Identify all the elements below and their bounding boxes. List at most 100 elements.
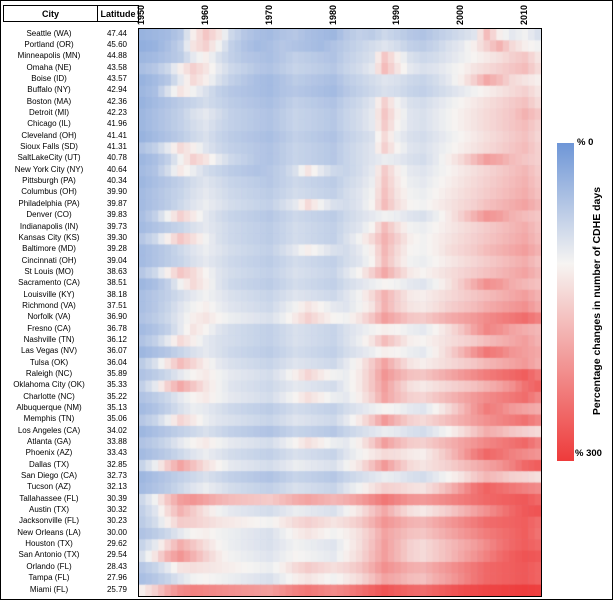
latitude-value: 47.44 xyxy=(106,29,128,38)
table-row: Oklahoma City (OK) 35.33 xyxy=(1,380,139,391)
latitude-value: 37.51 xyxy=(106,301,128,310)
latitude-value: 33.88 xyxy=(106,438,128,447)
latitude-value: 32.13 xyxy=(106,483,128,492)
year-tick-label: 1980 xyxy=(327,4,338,26)
city-name: Atlanta (GA) xyxy=(26,438,71,447)
table-row: Miami (FL) 25.79 xyxy=(1,584,139,595)
table-row: Tallahassee (FL) 30.39 xyxy=(1,493,139,504)
city-name: Sacramento (CA) xyxy=(18,279,80,288)
city-name: Charlotte (NC) xyxy=(23,392,75,401)
city-name: Memphis (TN) xyxy=(23,415,75,424)
heatmap-canvas xyxy=(139,29,541,596)
year-tick-label: 2010 xyxy=(519,4,530,26)
latitude-value: 29.62 xyxy=(106,540,128,549)
city-name: Austin (TX) xyxy=(28,506,69,515)
table-row: Tulsa (OK) 36.04 xyxy=(1,357,139,368)
table-row: Minneapolis (MN) 44.88 xyxy=(1,51,139,62)
latitude-value: 34.02 xyxy=(106,426,128,435)
latitude-value: 25.79 xyxy=(106,585,128,594)
table-row: Buffalo (NY) 42.94 xyxy=(1,85,139,96)
city-name: St Louis (MO) xyxy=(24,267,74,276)
latitude-value: 39.73 xyxy=(106,222,128,231)
latitude-value: 43.58 xyxy=(106,63,128,72)
latitude-value: 42.23 xyxy=(106,109,128,118)
latitude-value: 38.18 xyxy=(106,290,128,299)
latitude-value: 35.22 xyxy=(106,392,128,401)
latitude-value: 30.32 xyxy=(106,506,128,515)
city-name: Tulsa (OK) xyxy=(29,358,69,367)
table-row: Pittsburgh (PA) 40.34 xyxy=(1,175,139,186)
latitude-value: 39.87 xyxy=(106,199,128,208)
city-name: Miami (FL) xyxy=(29,585,69,594)
city-name: San Diego (CA) xyxy=(20,472,78,481)
latitude-value: 36.78 xyxy=(106,324,128,333)
column-header-city: City xyxy=(3,5,98,22)
city-name: Raleigh (NC) xyxy=(25,369,73,378)
column-header-latitude: Latitude xyxy=(97,5,139,22)
latitude-value: 39.28 xyxy=(106,245,128,254)
city-name: Buffalo (NY) xyxy=(27,86,71,95)
latitude-value: 30.39 xyxy=(106,494,128,503)
city-name: Portland (OR) xyxy=(24,41,74,50)
city-name: Philadelphia (PA) xyxy=(18,199,80,208)
city-name: Albuquerque (NM) xyxy=(16,404,82,413)
latitude-value: 29.54 xyxy=(106,551,128,560)
table-row: Columbus (OH) 39.90 xyxy=(1,187,139,198)
city-name: Kansas City (KS) xyxy=(18,233,80,242)
city-name: Tucson (AZ) xyxy=(27,483,71,492)
city-name: Boise (ID) xyxy=(31,75,67,84)
city-name: Dallas (TX) xyxy=(28,460,69,469)
table-row: Raleigh (NC) 35.89 xyxy=(1,368,139,379)
city-name: Houston (TX) xyxy=(25,540,73,549)
table-row: Memphis (TN) 35.06 xyxy=(1,414,139,425)
table-row: San Antonio (TX) 29.54 xyxy=(1,550,139,561)
table-row: Jacksonville (FL) 30.23 xyxy=(1,516,139,527)
city-name: Orlando (FL) xyxy=(26,562,72,571)
heatmap-frame xyxy=(138,28,542,597)
latitude-value: 41.96 xyxy=(106,120,128,129)
colorbar-zero-label: % 0 xyxy=(577,137,594,148)
table-row: SaltLakeCity (UT) 40.78 xyxy=(1,153,139,164)
table-row: Tucson (AZ) 32.13 xyxy=(1,482,139,493)
table-row: Richmond (VA) 37.51 xyxy=(1,300,139,311)
city-name: Seattle (WA) xyxy=(26,29,72,38)
latitude-value: 35.89 xyxy=(106,369,128,378)
year-tick-label: 1970 xyxy=(263,4,274,26)
latitude-value: 32.85 xyxy=(106,460,128,469)
city-name: Cincinnati (OH) xyxy=(21,256,77,265)
table-row: Denver (CO) 39.83 xyxy=(1,210,139,221)
colorbar-gradient xyxy=(557,143,574,461)
table-row: Albuquerque (NM) 35.13 xyxy=(1,402,139,413)
latitude-value: 35.33 xyxy=(106,381,128,390)
latitude-value: 38.63 xyxy=(106,267,128,276)
table-row: St Louis (MO) 38.63 xyxy=(1,266,139,277)
colorbar-max-label: % 300 xyxy=(575,448,602,459)
city-name: Denver (CO) xyxy=(26,211,72,220)
table-row: Tampa (FL) 27.96 xyxy=(1,573,139,584)
city-name: Columbus (OH) xyxy=(21,188,77,197)
table-row: Kansas City (KS) 39.30 xyxy=(1,232,139,243)
table-row: Las Vegas (NV) 36.07 xyxy=(1,346,139,357)
latitude-value: 44.88 xyxy=(106,52,128,61)
latitude-value: 32.73 xyxy=(106,472,128,481)
city-name: Cleveland (OH) xyxy=(21,131,77,140)
city-name: San Antonio (TX) xyxy=(18,551,80,560)
latitude-value: 35.06 xyxy=(106,415,128,424)
table-row: Sacramento (CA) 38.51 xyxy=(1,278,139,289)
latitude-value: 40.34 xyxy=(106,177,128,186)
city-latitude-table: Seattle (WA) 47.44 Portland (OR) 45.60 Minne… xyxy=(1,28,139,595)
city-name: Richmond (VA) xyxy=(22,301,76,310)
table-row: Sioux Falls (SD) 41.31 xyxy=(1,141,139,152)
city-name: Boston (MA) xyxy=(26,97,72,106)
city-name: Nashville (TN) xyxy=(23,335,75,344)
latitude-value: 36.07 xyxy=(106,347,128,356)
city-name: Tallahassee (FL) xyxy=(19,494,79,503)
city-name: Las Vegas (NV) xyxy=(20,347,78,356)
city-name: Detroit (MI) xyxy=(29,109,69,118)
table-row: Nashville (TN) 36.12 xyxy=(1,334,139,345)
table-row: New Orleans (LA) 30.00 xyxy=(1,527,139,538)
latitude-value: 39.30 xyxy=(106,233,128,242)
table-row: Louisville (KY) 38.18 xyxy=(1,289,139,300)
table-row: Chicago (IL) 41.96 xyxy=(1,119,139,130)
